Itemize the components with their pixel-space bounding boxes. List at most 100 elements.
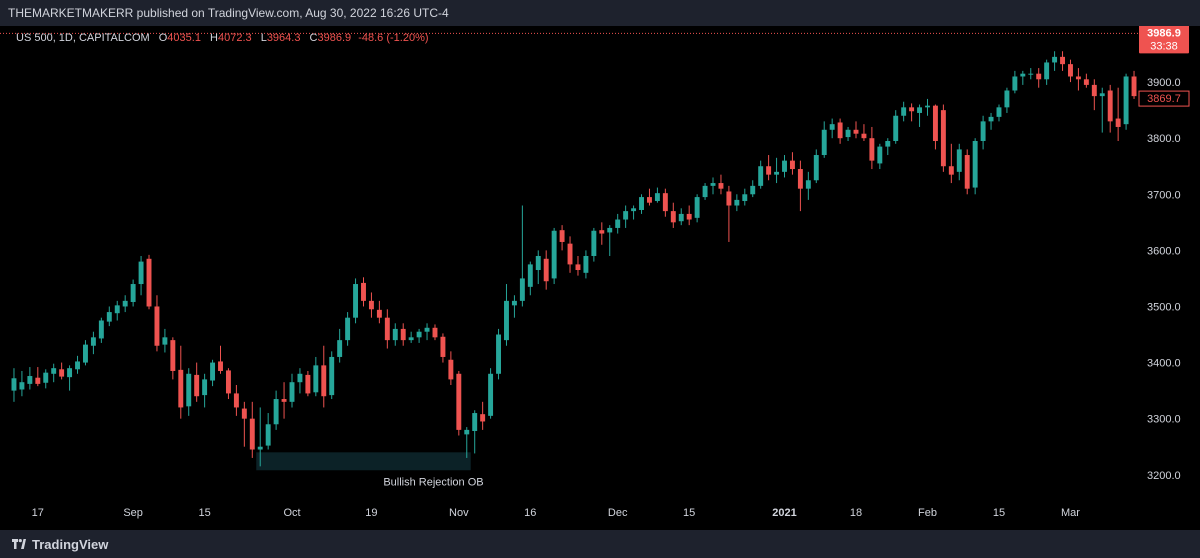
- candle-body: [186, 373, 192, 407]
- candle-body: [964, 155, 970, 189]
- candle: [734, 194, 740, 212]
- candle-body: [146, 258, 152, 307]
- candle: [19, 370, 25, 397]
- candle: [654, 187, 660, 203]
- candle-body: [1131, 76, 1137, 97]
- candle-body: [1004, 90, 1010, 108]
- candle: [210, 359, 216, 387]
- candle: [670, 202, 676, 228]
- candle-body: [424, 327, 430, 332]
- candle-body: [917, 107, 923, 113]
- candle-body: [734, 199, 740, 206]
- chart-frame[interactable]: Bullish Rejection OB 3200.0 3300.0 3400.0 3…: [0, 25, 1200, 530]
- candle: [11, 368, 17, 402]
- candle: [424, 323, 430, 341]
- candle: [909, 103, 915, 122]
- candle: [813, 149, 819, 184]
- candle: [154, 295, 160, 352]
- candle-body: [35, 377, 41, 384]
- close-label: C: [309, 32, 318, 44]
- candle: [956, 143, 962, 181]
- candle-body: [130, 284, 136, 302]
- candle: [877, 143, 883, 170]
- candle-body: [813, 155, 819, 181]
- candle: [313, 356, 319, 397]
- y-tick-label: 3600.0: [1147, 245, 1181, 257]
- candle-body: [122, 300, 128, 307]
- candle: [1036, 68, 1042, 88]
- candle-body: [90, 337, 96, 346]
- candle-body: [440, 336, 446, 357]
- candle-body: [1123, 76, 1129, 125]
- candle-body: [496, 334, 501, 374]
- candle-body: [75, 361, 80, 370]
- candle: [305, 370, 311, 397]
- footer-bar: TradingView: [0, 530, 1200, 558]
- close-value: 3986.9: [317, 32, 352, 44]
- candle-body: [519, 278, 525, 301]
- candle-body: [901, 107, 907, 116]
- candle-body: [511, 300, 517, 306]
- candle: [1004, 87, 1010, 113]
- candle-body: [1091, 84, 1097, 97]
- symbol-legend: US 500, 1D, CAPITALCOM O4035.1 H4072.3 L…: [16, 32, 429, 44]
- candle-body: [615, 219, 621, 228]
- candle: [1052, 51, 1058, 71]
- countdown-value: 33:38: [1150, 40, 1178, 52]
- candle: [75, 355, 80, 374]
- candle: [1083, 73, 1089, 88]
- candle: [480, 401, 486, 430]
- candle: [194, 362, 200, 402]
- candlestick-chart[interactable]: Bullish Rejection OB 3200.0 3300.0 3400.0 3…: [0, 25, 1200, 530]
- candle: [694, 194, 700, 223]
- candle: [885, 138, 891, 156]
- candle-body: [392, 328, 398, 341]
- candle-body: [527, 264, 533, 287]
- candle: [170, 337, 176, 380]
- candle-body: [662, 193, 668, 212]
- x-tick-label: Mar: [1061, 507, 1080, 519]
- y-tick-label: 3900.0: [1147, 77, 1181, 89]
- candle: [845, 126, 851, 141]
- candle-body: [361, 282, 366, 301]
- candle: [1075, 68, 1081, 91]
- candle: [925, 98, 930, 116]
- candle: [639, 194, 644, 214]
- candle-body: [138, 261, 144, 285]
- candle: [488, 368, 494, 419]
- x-tick-label: 15: [198, 507, 210, 519]
- candle: [408, 331, 414, 343]
- candle-body: [265, 424, 271, 446]
- candle-body: [607, 227, 613, 233]
- candle-body: [114, 305, 120, 314]
- candle-body: [400, 328, 406, 341]
- candle: [686, 205, 692, 226]
- candle-body: [464, 429, 470, 435]
- candle-body: [996, 107, 1002, 117]
- candle: [623, 205, 629, 228]
- candle: [591, 227, 597, 262]
- candle: [805, 171, 811, 200]
- candle-body: [885, 140, 891, 147]
- candle: [186, 368, 192, 416]
- candle: [710, 177, 716, 195]
- tradingview-brand[interactable]: TradingView: [12, 530, 108, 558]
- candle: [718, 174, 724, 195]
- candle-body: [273, 399, 279, 425]
- candle: [1068, 59, 1073, 83]
- candle: [504, 284, 509, 346]
- open-value: 4035.1: [167, 32, 201, 44]
- x-tick-label: 17: [32, 507, 44, 519]
- candle-body: [631, 208, 637, 212]
- candle-body: [821, 129, 827, 156]
- candle: [361, 277, 366, 307]
- candle-body: [599, 230, 605, 234]
- candle: [940, 104, 946, 172]
- tradingview-logo-icon: [12, 539, 26, 549]
- candle: [551, 227, 557, 285]
- candle: [519, 205, 525, 307]
- secondary-price-badge: 3869.7: [1138, 90, 1190, 107]
- candle: [265, 413, 271, 450]
- candle: [432, 324, 438, 341]
- candle-body: [305, 374, 311, 394]
